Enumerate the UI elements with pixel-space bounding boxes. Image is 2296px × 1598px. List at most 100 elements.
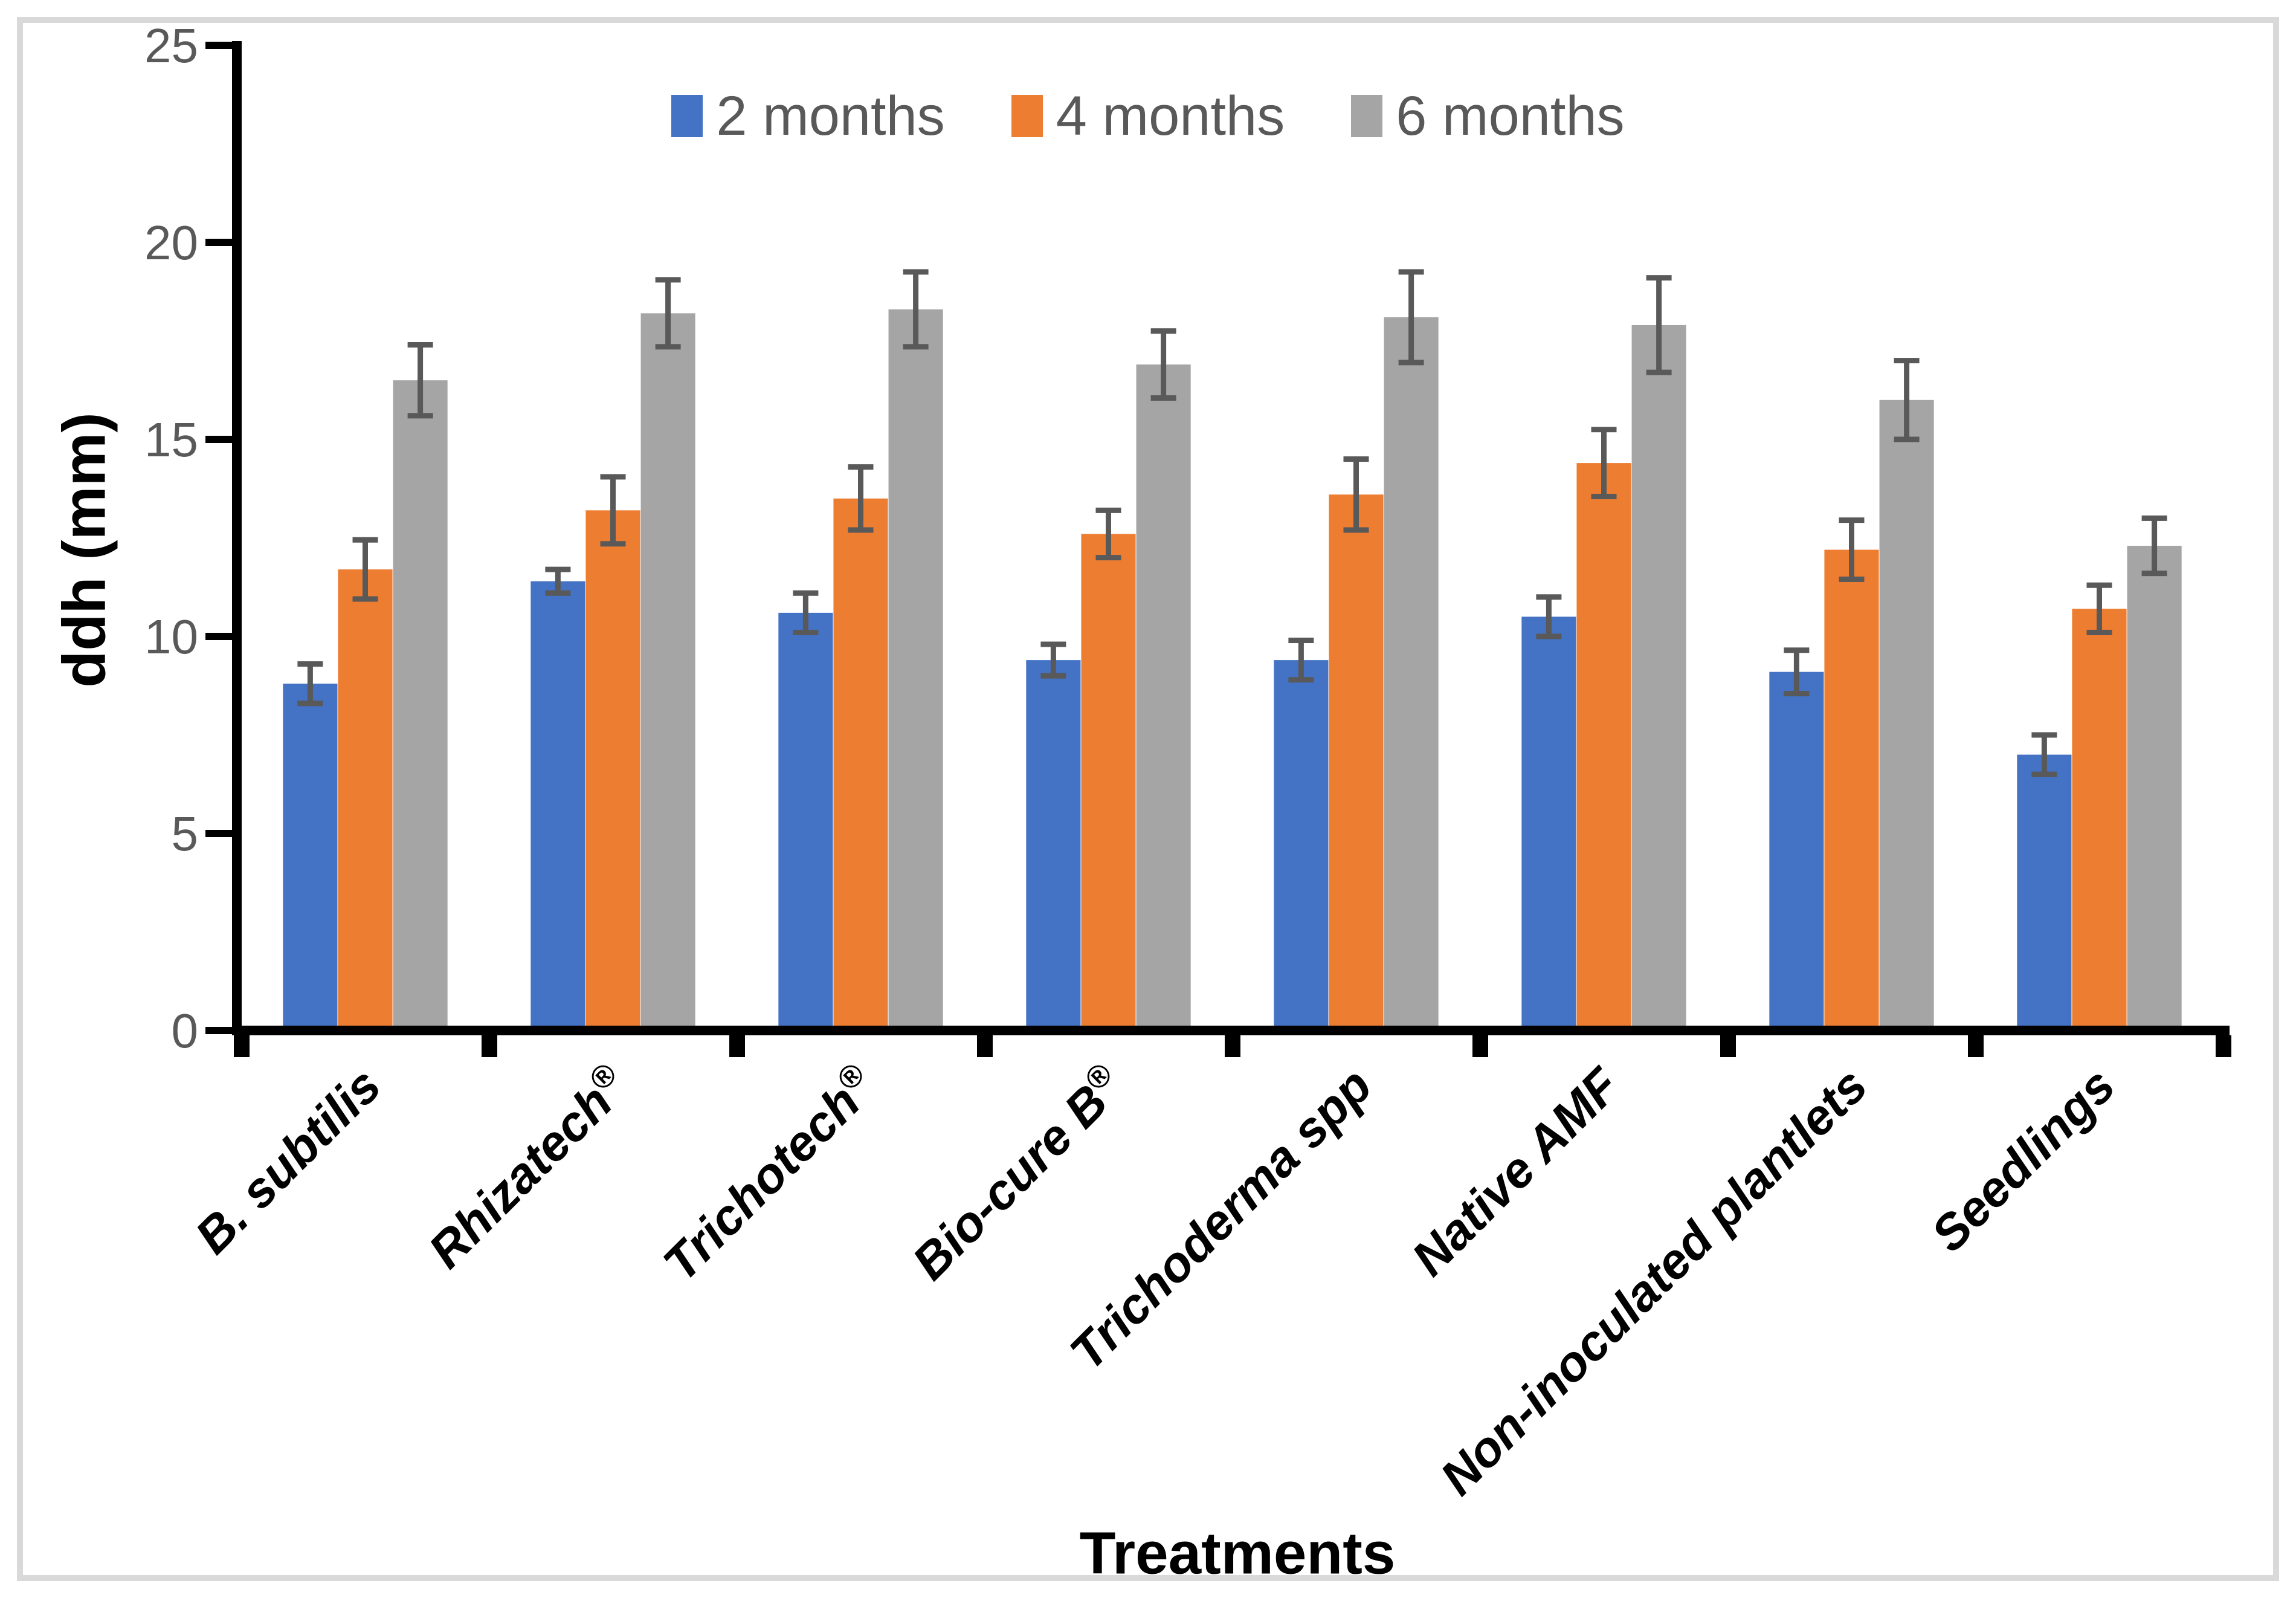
- error-bar-line: [1904, 360, 1910, 439]
- x-axis-tick: [1472, 1035, 1488, 1057]
- error-bar-line: [665, 279, 671, 347]
- bar-6-months-cat2: [888, 309, 943, 1031]
- error-bar-line: [363, 540, 368, 600]
- error-bar-cap-bottom: [407, 413, 433, 419]
- bar-4-months-cat4: [1329, 494, 1384, 1030]
- category-label: Rhizatech®: [417, 1056, 639, 1279]
- bar-2-months-cat1: [530, 581, 585, 1030]
- error-bar-cap-bottom: [1784, 691, 1810, 697]
- error-bar-cap-bottom: [848, 527, 874, 533]
- error-bar-line: [1408, 271, 1414, 363]
- error-bar-cap-bottom: [1646, 369, 1672, 375]
- error-bar-line: [1601, 429, 1607, 497]
- legend-item-2-months: 2 months: [671, 85, 945, 147]
- bar-6-months-cat5: [1631, 325, 1686, 1031]
- bar-6-months-cat3: [1136, 364, 1191, 1030]
- error-bar-line: [2041, 735, 2047, 775]
- bar-2-months-cat2: [778, 612, 833, 1030]
- error-bar-line: [418, 345, 424, 416]
- bar-6-months-cat6: [1879, 400, 1934, 1030]
- category-label: Seedlings: [1921, 1058, 2125, 1262]
- legend-label-4-months: 4 months: [1056, 85, 1285, 147]
- bar-2-months-cat6: [1769, 671, 1824, 1030]
- bar-6-months-cat4: [1384, 317, 1439, 1030]
- legend-swatch-6-months: [1351, 95, 1383, 137]
- x-axis-tick: [2216, 1035, 2231, 1057]
- bar-4-months-cat5: [1576, 463, 1631, 1030]
- error-bar-cap-top: [903, 269, 929, 275]
- error-bar-cap-top: [1839, 517, 1865, 523]
- legend-swatch-2-months: [671, 95, 703, 137]
- error-bar-line: [1106, 510, 1111, 558]
- x-axis-tick: [977, 1035, 993, 1057]
- error-bar-cap-top: [655, 277, 681, 283]
- category-label: Native AMF: [1402, 1057, 1631, 1286]
- error-bar-cap-top: [2031, 732, 2057, 738]
- error-bar-line: [2152, 518, 2158, 574]
- legend-swatch-4-months: [1011, 95, 1043, 137]
- error-bar-line: [1656, 277, 1662, 373]
- error-bar-cap-bottom: [1839, 576, 1865, 582]
- x-axis-line: [232, 1026, 2230, 1035]
- category-label: Trichotech®: [652, 1056, 887, 1292]
- error-bar-line: [1353, 459, 1359, 530]
- error-bar-cap-top: [1398, 269, 1424, 275]
- legend-label-6-months: 6 months: [1396, 85, 1625, 147]
- error-bar-cap-top: [1040, 641, 1066, 647]
- legend-item-6-months: 6 months: [1351, 85, 1625, 147]
- chart-legend: 2 months 4 months 6 months: [0, 88, 2296, 144]
- error-bar-cap-top: [1894, 358, 1920, 364]
- error-bar-cap-bottom: [2086, 629, 2112, 635]
- error-bar-cap-top: [600, 474, 626, 480]
- error-bar-cap-bottom: [1150, 395, 1176, 401]
- bar-4-months-cat1: [585, 510, 640, 1030]
- error-bar-line: [858, 467, 863, 530]
- error-bar-cap-bottom: [352, 596, 378, 602]
- error-bar-line: [1546, 597, 1552, 636]
- bar-4-months-cat0: [338, 569, 393, 1030]
- error-bar-cap-top: [2141, 515, 2167, 521]
- error-bar-cap-top: [1150, 328, 1176, 334]
- error-bar-line: [1793, 650, 1799, 694]
- bar-6-months-cat1: [640, 313, 695, 1030]
- error-bar-cap-top: [1646, 275, 1672, 281]
- error-bar-cap-bottom: [1536, 633, 1562, 639]
- bar-6-months-cat0: [393, 380, 448, 1031]
- error-bar-line: [1298, 640, 1304, 680]
- error-bar-cap-top: [1343, 456, 1369, 462]
- error-bar-cap-top: [848, 464, 874, 470]
- error-bar-cap-top: [793, 590, 819, 596]
- error-bar-line: [1050, 644, 1056, 676]
- x-axis-tick: [729, 1035, 745, 1057]
- y-axis-tick: [205, 436, 232, 443]
- error-bar-cap-top: [1536, 594, 1562, 600]
- error-bar-cap-top: [407, 342, 433, 348]
- bar-2-months-cat3: [1026, 660, 1081, 1030]
- error-bar-cap-bottom: [297, 700, 323, 707]
- y-axis-tick: [205, 830, 232, 837]
- error-bar-cap-top: [1784, 647, 1810, 653]
- error-bar-line: [307, 664, 313, 704]
- error-bar-cap-bottom: [1095, 555, 1121, 561]
- bar-2-months-cat0: [283, 684, 338, 1030]
- y-tick-label: 20: [144, 216, 198, 270]
- error-bar-cap-bottom: [600, 541, 626, 547]
- category-label: Bio-cure B®: [901, 1056, 1135, 1290]
- y-tick-label: 5: [172, 807, 199, 861]
- error-bar-cap-bottom: [793, 629, 819, 635]
- category-label: B. subtilis: [185, 1058, 391, 1264]
- legend-label-2-months: 2 months: [716, 85, 945, 147]
- error-bar-cap-top: [1591, 427, 1617, 433]
- error-bar-cap-bottom: [1591, 494, 1617, 500]
- error-bar-cap-bottom: [2141, 571, 2167, 577]
- error-bar-cap-top: [2086, 582, 2112, 588]
- error-bar-cap-top: [545, 566, 571, 572]
- error-bar-cap-top: [1288, 638, 1314, 644]
- error-bar-line: [555, 569, 561, 594]
- x-axis-tick: [1720, 1035, 1736, 1057]
- bar-4-months-cat7: [2072, 609, 2127, 1030]
- error-bar-cap-top: [297, 661, 323, 667]
- x-axis-tick: [482, 1035, 497, 1057]
- error-bar-line: [1161, 331, 1167, 398]
